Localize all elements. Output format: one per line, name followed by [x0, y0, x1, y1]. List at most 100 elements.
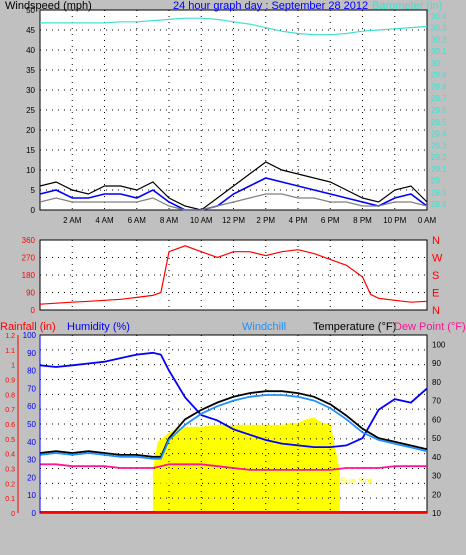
temperature-tick-label: 80	[432, 378, 441, 387]
humidity-tick-label: 100	[23, 331, 37, 340]
direction-degree-tick-label: 0	[31, 306, 36, 315]
wind-gust-line	[39, 161, 428, 211]
rainfall-tick-label: 0.2	[5, 481, 15, 488]
direction-compass-tick-label: W	[432, 253, 443, 265]
humidity-tick-label: 50	[27, 420, 36, 429]
humidity-tick-label: 0	[32, 509, 37, 518]
windspeed-tick-label: 35	[26, 66, 35, 75]
windspeed-tick-label: 50	[26, 6, 35, 15]
barometer-line	[40, 17, 428, 36]
windspeed-axis-label: Windspeed (mph)	[5, 0, 92, 12]
windspeed-tick-label: 15	[26, 146, 35, 155]
barometer-tick-label: 30	[431, 59, 440, 68]
wind-avg-line	[39, 193, 428, 211]
windspeed-tick-label: 20	[26, 126, 35, 135]
direction-compass-tick-label: S	[432, 270, 439, 282]
barometer-tick-label: 30.1	[431, 47, 447, 56]
barometer-tick-label: 29.8	[431, 82, 447, 91]
temperature-tick-label: 50	[432, 434, 441, 443]
windspeed-tick-label: 0	[31, 206, 36, 215]
time-tick-label: 2 AM	[63, 216, 82, 225]
temperature-tick-label: 10	[432, 509, 441, 518]
temperature-tick-label: 100	[432, 340, 446, 349]
temperature-tick-label: 40	[432, 453, 441, 462]
time-tick-label: 10 PM	[383, 216, 406, 225]
rainfall-tick-label: 0	[11, 511, 15, 518]
temperature-tick-label: 30	[432, 472, 441, 481]
barometer-tick-label: 29.1	[431, 165, 447, 174]
time-tick-label: 8 PM	[353, 216, 372, 225]
temperature-tick-label: 20	[432, 490, 441, 499]
sun-rise-label: Sun Rise	[157, 476, 194, 486]
humidity-axis-label: Humidity (%)	[67, 321, 130, 333]
time-tick-label: 4 PM	[289, 216, 308, 225]
barometer-tick-label: 29.2	[431, 153, 447, 162]
windchill-label: Windchill	[242, 321, 286, 333]
temperature-series	[39, 351, 428, 513]
rainfall-tick-label: 0.4	[5, 452, 15, 459]
barometer-axis-ticks: 30.4 30.3 30.2 30.1 30 29.9 29.8 29.7 29.6 29.5 29…	[431, 12, 447, 209]
windspeed-tick-label: 40	[26, 46, 35, 55]
barometer-axis-label: Barometer (in)	[372, 0, 442, 12]
windchill-line	[39, 394, 428, 460]
time-tick-label: 6 AM	[128, 216, 147, 225]
rainfall-tick-label: 1.1	[5, 348, 15, 355]
wind-time-axis-ticks: 2 AM 4 AM 6 AM 8 AM 10 AM 12 PM 2 PM 4 PM 6 PM 8 …	[63, 216, 436, 225]
barometer-tick-label: 29.4	[431, 130, 447, 139]
rainfall-tick-label: 0.7	[5, 407, 15, 414]
humidity-tick-label: 80	[27, 367, 36, 376]
barometer-tick-label: 29.5	[431, 118, 447, 127]
humidity-tick-label: 90	[27, 349, 36, 358]
temperature-tick-label: 60	[432, 415, 441, 424]
barometer-tick-label: 30.2	[431, 35, 447, 44]
solar-area	[152, 417, 340, 513]
windspeed-tick-label: 45	[26, 26, 35, 35]
barometer-tick-label: 29.7	[431, 94, 447, 103]
barometer-tick-label: 28.9	[431, 188, 447, 197]
humidity-tick-label: 70	[27, 384, 36, 393]
direction-compass-tick-label: N	[432, 235, 440, 247]
chart-title: 24 hour graph day : September 28 2012	[173, 0, 368, 12]
rainfall-tick-label: 0.1	[5, 496, 15, 503]
barometer-tick-label: 29.9	[431, 71, 447, 80]
rainfall-tick-label: 1.2	[5, 333, 15, 340]
time-tick-label: 8 AM	[160, 216, 179, 225]
dew-point-label: Dew Point (°F)	[394, 321, 466, 333]
rainfall-tick-label: 0.3	[5, 467, 15, 474]
temperature-axis-label: Temperature (°F)	[313, 321, 396, 333]
temperature-tick-label: 90	[432, 359, 441, 368]
humidity-tick-label: 20	[27, 473, 36, 482]
windspeed-tick-label: 25	[26, 106, 35, 115]
rainfall-axis-label: Rainfall (in)	[0, 321, 56, 333]
humidity-tick-label: 60	[27, 402, 36, 411]
humidity-tick-label: 10	[27, 491, 36, 500]
direction-series	[39, 245, 428, 305]
barometer-tick-label: 29.3	[431, 141, 447, 150]
time-tick-label: 2 PM	[256, 216, 275, 225]
time-tick-label: 0 AM	[418, 216, 437, 225]
windspeed-tick-label: 30	[26, 86, 35, 95]
direction-degree-tick-label: 270	[22, 254, 36, 263]
direction-compass-tick-label: E	[432, 288, 439, 300]
dew-point-line	[40, 463, 427, 471]
time-tick-label: 12 PM	[222, 216, 245, 225]
rainfall-tick-label: 0.6	[5, 422, 15, 429]
wind-speed-line	[39, 177, 428, 211]
rainfall-tick-label: 0.5	[5, 437, 15, 444]
direction-compass-tick-label: N	[432, 305, 440, 317]
direction-plot-area	[39, 239, 428, 311]
temperature-tick-label: 70	[432, 397, 441, 406]
time-tick-label: 4 AM	[95, 216, 114, 225]
temperature-line	[39, 390, 428, 458]
wind-series	[39, 17, 428, 211]
rainfall-tick-label: 1	[11, 363, 15, 370]
barometer-tick-label: 28.8	[431, 200, 447, 209]
barometer-tick-label: 29	[431, 177, 440, 186]
direction-degree-tick-label: 360	[22, 236, 36, 245]
rainfall-tick-label: 0.9	[5, 378, 15, 385]
rainfall-tick-label: 0.8	[5, 392, 15, 399]
wind-plot-area	[39, 9, 428, 211]
